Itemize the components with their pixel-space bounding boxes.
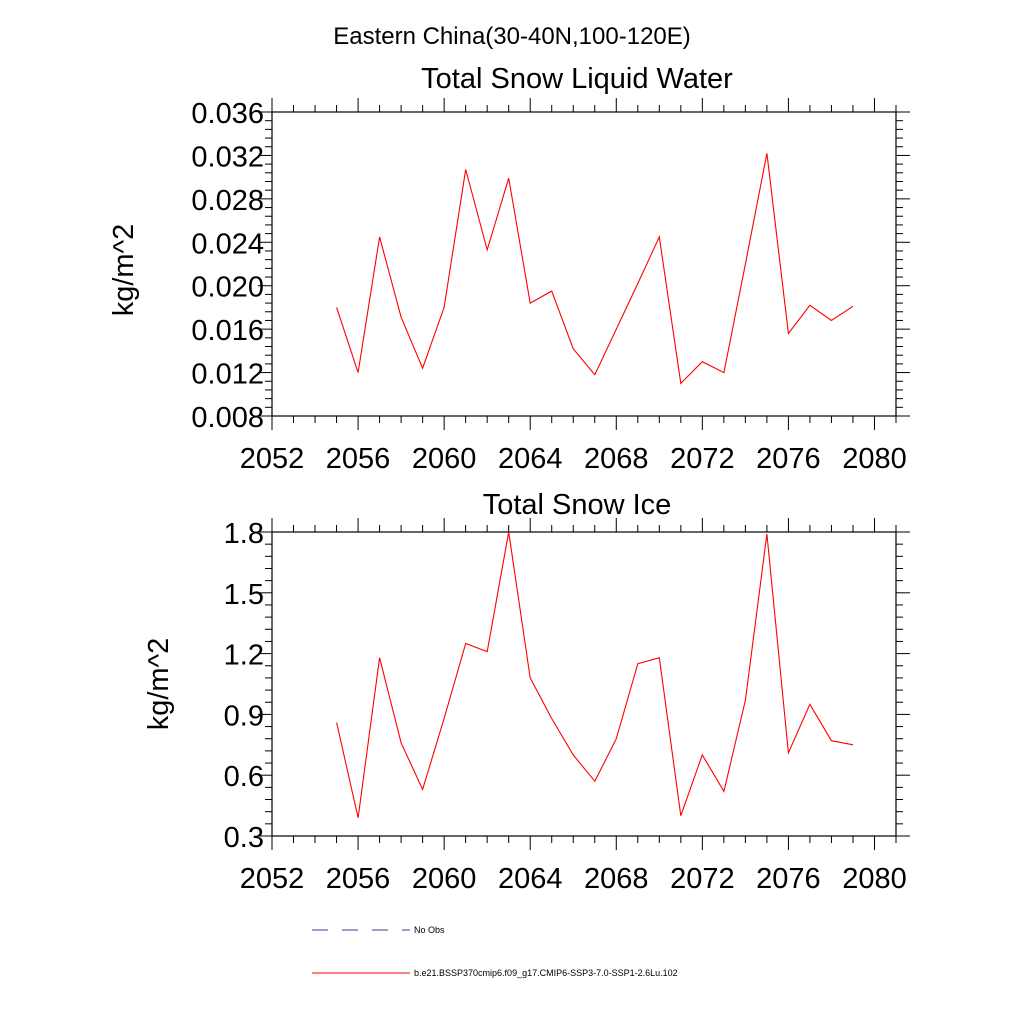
y-tick-label: 0.9 [224, 700, 264, 732]
x-tick-label: 2056 [326, 863, 391, 895]
panel-snow-liquid-water: Total Snow Liquid Water kg/m^2 2052 2056 2… [108, 63, 910, 475]
tick-labels: 2052 2056 2060 2064 2068 2072 2076 2080 0.008 0.0… [191, 98, 906, 475]
series-line [336, 531, 854, 818]
x-tick-label: 2060 [412, 443, 477, 475]
chart-title: Total Snow Ice [483, 489, 672, 521]
figure-suptitle: Eastern China(30-40N,100-120E) [333, 23, 691, 50]
plot-frame [271, 111, 897, 417]
y-tick-label: 0.024 [191, 228, 264, 260]
chart-title: Total Snow Liquid Water [421, 63, 733, 95]
data-series [336, 153, 854, 385]
x-tick-label: 2068 [584, 443, 649, 475]
y-axis-label: kg/m^2 [108, 224, 140, 317]
legend-label-model: b.e21.BSSP370cmip6.f09_g17.CMIP6-SSP3-7.… [414, 968, 678, 978]
x-tick-label: 2052 [240, 443, 305, 475]
y-tick-label: 0.016 [191, 315, 264, 347]
x-tick-label: 2076 [756, 863, 821, 895]
y-tick-label: 0.6 [224, 761, 264, 793]
plot-frame [271, 531, 897, 837]
y-axis-label: kg/m^2 [143, 638, 175, 731]
x-tick-label: 2064 [498, 443, 563, 475]
x-tick-label: 2080 [842, 443, 907, 475]
tick-marks [258, 98, 910, 430]
y-tick-label: 0.3 [224, 822, 264, 854]
x-tick-label: 2052 [240, 863, 305, 895]
y-tick-label: 1.2 [224, 640, 264, 672]
x-tick-label: 2076 [756, 443, 821, 475]
x-tick-label: 2080 [842, 863, 907, 895]
data-series [336, 531, 854, 818]
y-tick-label: 1.5 [224, 579, 264, 611]
tick-marks [258, 518, 910, 850]
x-tick-label: 2064 [498, 863, 563, 895]
legend: No Obs b.e21.BSSP370cmip6.f09_g17.CMIP6-… [312, 925, 678, 978]
y-tick-label: 0.032 [191, 141, 264, 173]
y-tick-label: 0.020 [191, 272, 264, 304]
x-tick-label: 2072 [670, 443, 735, 475]
tick-labels: 2052 2056 2060 2064 2068 2072 2076 2080 0.3 0.6 0.… [224, 518, 907, 895]
x-tick-label: 2072 [670, 863, 735, 895]
y-tick-label: 0.036 [191, 98, 264, 130]
x-tick-label: 2056 [326, 443, 391, 475]
x-tick-label: 2060 [412, 863, 477, 895]
x-tick-label: 2068 [584, 863, 649, 895]
legend-label-no-obs: No Obs [414, 925, 445, 935]
y-tick-label: 1.8 [224, 518, 264, 550]
y-tick-label: 0.012 [191, 359, 264, 391]
panel-snow-ice: Total Snow Ice kg/m^2 2052 2056 2060 2064 20… [143, 489, 910, 895]
y-tick-label: 0.028 [191, 185, 264, 217]
series-line [336, 153, 854, 385]
y-tick-label: 0.008 [191, 402, 264, 434]
